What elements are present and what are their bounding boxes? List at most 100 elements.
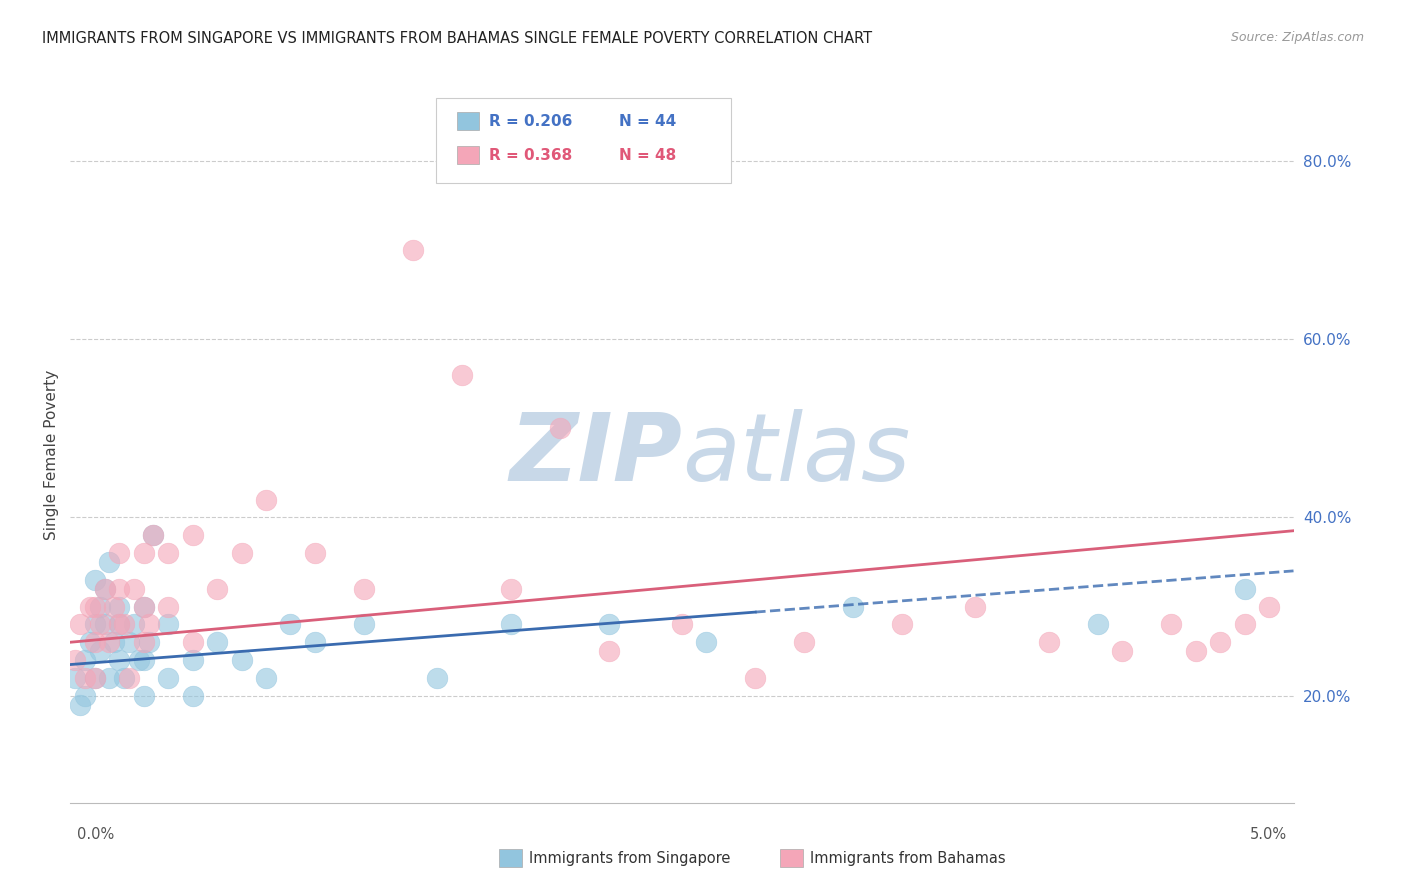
Point bbox=[93, 617, 115, 632]
Point bbox=[1184, 644, 1206, 658]
Text: IMMIGRANTS FROM SINGAPORE VS IMMIGRANTS FROM BAHAMAS SINGLE FEMALE POVERTY CORRE: IMMIGRANTS FROM SINGAPORE VS IMMIGRANTS … bbox=[42, 31, 872, 46]
Point bbox=[304, 635, 326, 649]
Point bbox=[83, 635, 105, 649]
Point bbox=[108, 599, 131, 614]
Text: atlas: atlas bbox=[682, 409, 910, 500]
Point bbox=[69, 617, 91, 632]
Point bbox=[103, 599, 125, 614]
Point bbox=[83, 599, 105, 614]
Point bbox=[138, 617, 160, 632]
Point bbox=[108, 617, 131, 632]
Point bbox=[108, 653, 131, 667]
Point bbox=[122, 617, 145, 632]
Point bbox=[1111, 644, 1133, 658]
Point bbox=[132, 599, 155, 614]
Point bbox=[89, 599, 111, 614]
Point bbox=[142, 528, 165, 542]
Point bbox=[304, 546, 326, 560]
Point bbox=[231, 546, 253, 560]
Point bbox=[353, 617, 375, 632]
Point bbox=[181, 689, 204, 703]
Point bbox=[1233, 617, 1256, 632]
Point bbox=[671, 617, 693, 632]
Point bbox=[1209, 635, 1232, 649]
Point bbox=[548, 421, 571, 435]
Point bbox=[112, 671, 135, 685]
Point bbox=[1038, 635, 1060, 649]
Point bbox=[83, 671, 105, 685]
Text: R = 0.368: R = 0.368 bbox=[489, 148, 572, 162]
Point bbox=[450, 368, 472, 382]
Point bbox=[98, 635, 121, 649]
Point bbox=[108, 617, 131, 632]
Point bbox=[83, 573, 105, 587]
Y-axis label: Single Female Poverty: Single Female Poverty bbox=[44, 370, 59, 540]
Point bbox=[695, 635, 717, 649]
Point bbox=[181, 528, 204, 542]
Text: 0.0%: 0.0% bbox=[77, 827, 114, 841]
Point bbox=[280, 617, 302, 632]
Point bbox=[231, 653, 253, 667]
Point bbox=[138, 635, 160, 649]
Point bbox=[132, 635, 155, 649]
Point bbox=[499, 617, 522, 632]
Text: ZIP: ZIP bbox=[509, 409, 682, 501]
Point bbox=[83, 671, 105, 685]
Point bbox=[98, 671, 121, 685]
Point bbox=[132, 689, 155, 703]
Point bbox=[426, 671, 449, 685]
Point bbox=[891, 617, 914, 632]
Point bbox=[181, 653, 204, 667]
Point bbox=[89, 617, 111, 632]
Point bbox=[73, 689, 96, 703]
Point bbox=[122, 582, 145, 596]
Point bbox=[157, 671, 180, 685]
Text: N = 48: N = 48 bbox=[619, 148, 676, 162]
Point bbox=[842, 599, 865, 614]
Point bbox=[157, 617, 180, 632]
Point bbox=[128, 653, 150, 667]
Text: Immigrants from Singapore: Immigrants from Singapore bbox=[529, 851, 730, 865]
Point bbox=[79, 599, 101, 614]
Point bbox=[142, 528, 165, 542]
Text: Immigrants from Bahamas: Immigrants from Bahamas bbox=[810, 851, 1005, 865]
Text: N = 44: N = 44 bbox=[619, 114, 676, 128]
Point bbox=[132, 653, 155, 667]
Point bbox=[598, 644, 620, 658]
Point bbox=[118, 635, 141, 649]
Point bbox=[73, 653, 96, 667]
Point bbox=[205, 635, 228, 649]
Point bbox=[254, 671, 277, 685]
Point bbox=[63, 653, 86, 667]
Point bbox=[93, 582, 115, 596]
Point bbox=[103, 635, 125, 649]
Point bbox=[181, 635, 204, 649]
Point bbox=[205, 582, 228, 596]
Point bbox=[108, 546, 131, 560]
Point bbox=[793, 635, 815, 649]
Point bbox=[402, 243, 425, 257]
Point bbox=[83, 617, 105, 632]
Point bbox=[112, 617, 135, 632]
Text: 5.0%: 5.0% bbox=[1250, 827, 1286, 841]
Point bbox=[69, 698, 91, 712]
Point bbox=[108, 582, 131, 596]
Text: Source: ZipAtlas.com: Source: ZipAtlas.com bbox=[1230, 31, 1364, 45]
Point bbox=[89, 644, 111, 658]
Point bbox=[1258, 599, 1281, 614]
Point bbox=[598, 617, 620, 632]
Point bbox=[744, 671, 766, 685]
Point bbox=[132, 599, 155, 614]
Point bbox=[98, 555, 121, 569]
Point bbox=[254, 492, 277, 507]
Point bbox=[157, 546, 180, 560]
Text: R = 0.206: R = 0.206 bbox=[489, 114, 572, 128]
Point bbox=[118, 671, 141, 685]
Point bbox=[132, 546, 155, 560]
Point bbox=[79, 635, 101, 649]
Point bbox=[1160, 617, 1182, 632]
Point bbox=[63, 671, 86, 685]
Point bbox=[73, 671, 96, 685]
Point bbox=[499, 582, 522, 596]
Point bbox=[965, 599, 987, 614]
